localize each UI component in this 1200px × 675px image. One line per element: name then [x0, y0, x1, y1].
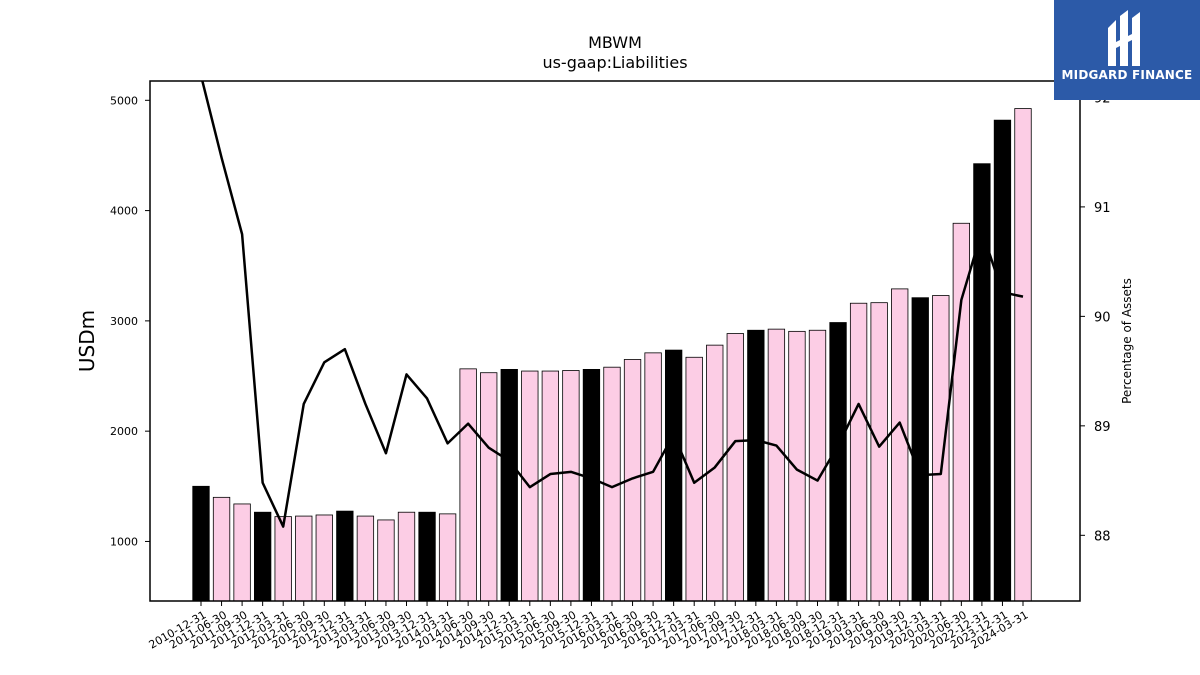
chart-subtitle: us-gaap:Liabilities — [542, 53, 687, 72]
bar-2012-12-31 — [336, 510, 354, 601]
bar-2019-12-31 — [911, 297, 929, 601]
y-tick-label: 1000 — [110, 535, 138, 548]
bar-2011-12-31 — [253, 511, 272, 601]
y-tick-label: 3000 — [110, 315, 138, 328]
bar-2015-06-30 — [541, 370, 559, 601]
percentage-line — [201, 81, 1024, 528]
bar-2019-09-30 — [891, 288, 909, 601]
bar-2016-12-31 — [665, 349, 683, 601]
bar-2017-09-30 — [726, 333, 744, 601]
y2-axis-label: Percentage of Assets — [1120, 278, 1134, 404]
bar-2014-09-30 — [480, 372, 498, 601]
bar-2019-06-30 — [870, 302, 888, 601]
bar-2015-12-31 — [582, 368, 601, 601]
y2-tick-label: 90 — [1094, 310, 1111, 325]
bar-2014-03-31 — [438, 513, 457, 601]
brand-logo: MIDGARD FINANCE — [1054, 0, 1200, 100]
bar-2011-09-30 — [233, 503, 251, 601]
bar-2012-03-31 — [274, 516, 292, 601]
bar-2019-03-31 — [849, 302, 868, 601]
bar-2018-06-30 — [788, 330, 806, 601]
y2-tick-label: 89 — [1094, 420, 1111, 435]
bar-2018-09-30 — [808, 329, 827, 601]
midgard-logo-icon — [1108, 10, 1140, 66]
bar-2023-12-31 — [993, 119, 1012, 601]
line-series — [201, 81, 1024, 528]
bar-2014-12-31 — [500, 368, 518, 601]
bar-2012-06-30 — [295, 515, 313, 601]
brand-logo-text: MIDGARD FINANCE — [1061, 68, 1193, 82]
bar-2013-03-31 — [356, 515, 375, 601]
bar-2011-06-30 — [212, 496, 231, 601]
bar-2017-12-31 — [747, 329, 765, 601]
bar-2016-09-30 — [644, 352, 662, 601]
bar-2012-09-30 — [315, 514, 333, 601]
bar-2020-03-31 — [932, 295, 950, 601]
bar-2013-09-30 — [397, 511, 416, 601]
y-tick-label: 5000 — [110, 94, 138, 107]
bar-2010-12-31 — [192, 485, 210, 601]
chart-title: MBWM — [588, 33, 642, 52]
bar-2016-06-30 — [623, 359, 642, 601]
bar-series — [192, 108, 1032, 601]
y-tick-label: 2000 — [110, 425, 138, 438]
bar-2022-12-31 — [973, 163, 991, 601]
bar-2020-06-30 — [952, 222, 970, 601]
bar-2024-03-31 — [1014, 108, 1032, 601]
axes: 1000200030004000500088899091922010-12-31… — [110, 80, 1111, 652]
bar-2013-12-31 — [418, 511, 436, 601]
bar-2013-06-30 — [377, 519, 395, 601]
y2-tick-label: 91 — [1094, 201, 1111, 216]
y-tick-label: 4000 — [110, 205, 138, 218]
plot-frame — [149, 80, 1081, 602]
bar-2018-12-31 — [829, 322, 847, 601]
bar-2014-06-30 — [459, 368, 477, 601]
bar-2018-03-31 — [767, 328, 786, 601]
y-axis-label: USDm — [75, 310, 99, 372]
y2-tick-label: 88 — [1094, 529, 1111, 544]
bar-2015-09-30 — [562, 370, 580, 601]
